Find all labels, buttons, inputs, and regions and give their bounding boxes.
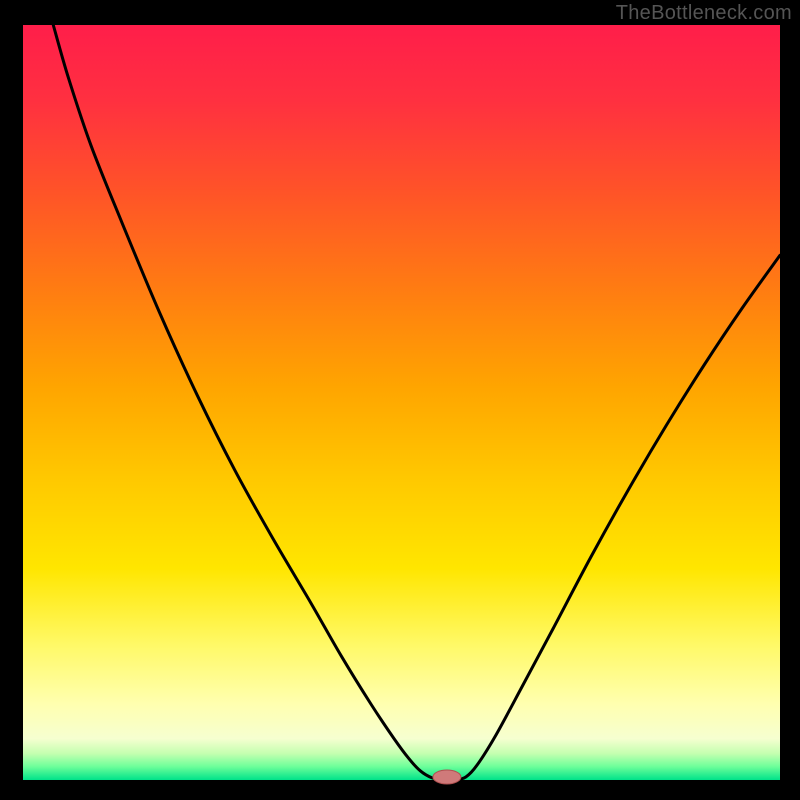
optimal-point-marker xyxy=(433,770,461,784)
bottleneck-chart xyxy=(0,0,800,800)
gradient-plot-area xyxy=(23,25,780,780)
chart-container: TheBottleneck.com xyxy=(0,0,800,800)
